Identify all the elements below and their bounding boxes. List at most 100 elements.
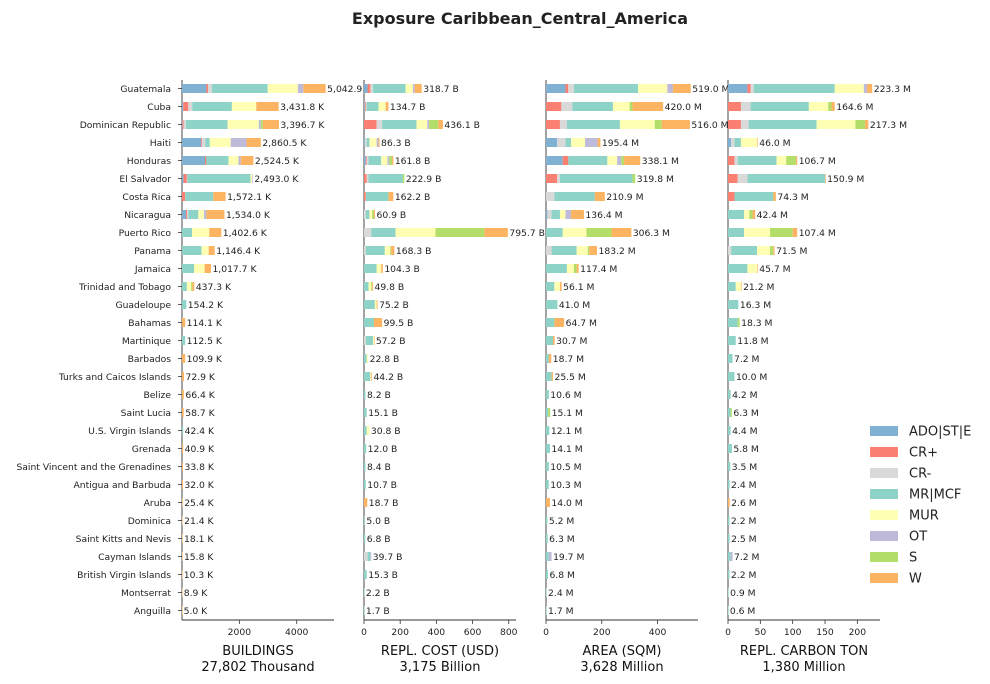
bar-segment bbox=[211, 84, 268, 93]
value-label: 7.2 M bbox=[734, 354, 760, 365]
value-label: 8.4 B bbox=[367, 462, 391, 473]
bar-segment bbox=[182, 552, 183, 561]
value-label: 56.1 M bbox=[563, 282, 594, 293]
value-label: 15.1 B bbox=[368, 408, 398, 419]
value-label: 164.6 M bbox=[836, 102, 873, 113]
value-label: 1,572.1 K bbox=[227, 192, 272, 203]
bar-segment bbox=[364, 480, 366, 489]
bar-segment bbox=[749, 210, 753, 219]
bar-segment bbox=[381, 156, 388, 165]
value-label: 2.2 M bbox=[731, 570, 757, 581]
bar-segment bbox=[728, 498, 730, 507]
bar-segment bbox=[546, 120, 560, 129]
bar-segment bbox=[182, 120, 183, 129]
bar-segment bbox=[546, 228, 563, 237]
value-label: 5.0 K bbox=[184, 606, 209, 617]
x-tick-label: 2000 bbox=[228, 627, 252, 638]
value-label: 15.1 M bbox=[552, 408, 583, 419]
value-label: 19.7 M bbox=[553, 552, 584, 563]
bar-segment bbox=[546, 246, 552, 255]
bar-segment bbox=[576, 246, 588, 255]
legend-swatch bbox=[870, 447, 898, 457]
bar-segment bbox=[188, 210, 199, 219]
bar-segment bbox=[370, 84, 374, 93]
value-label: 12.0 B bbox=[368, 444, 398, 455]
bar-segment bbox=[546, 606, 547, 615]
bar-segment bbox=[728, 570, 730, 579]
bar-segment bbox=[571, 210, 584, 219]
bar-segment bbox=[186, 210, 188, 219]
value-label: 3,396.7 K bbox=[280, 120, 325, 131]
bar-segment bbox=[364, 138, 367, 147]
bar-segment bbox=[256, 102, 279, 111]
category-label: Turks and Caicos Islands bbox=[58, 372, 171, 383]
bar-segment bbox=[188, 102, 193, 111]
bar-segment bbox=[855, 120, 866, 129]
value-label: 15.3 B bbox=[368, 570, 398, 581]
value-label: 222.9 B bbox=[406, 174, 442, 185]
x-tick-label: 400 bbox=[649, 627, 667, 638]
bar-segment bbox=[728, 84, 748, 93]
bar-segment bbox=[825, 174, 826, 183]
legend-swatch bbox=[870, 468, 898, 478]
value-label: 3.5 M bbox=[732, 462, 758, 473]
bar-segment bbox=[182, 588, 183, 597]
value-label: 57.2 B bbox=[376, 336, 406, 347]
bar-segment bbox=[429, 120, 439, 129]
bar-segment bbox=[368, 282, 372, 291]
bar-segment bbox=[546, 408, 549, 417]
bar-segment bbox=[364, 426, 367, 435]
panel-repl_cost: 318.7 B 134.7 B 436.1 B 86.3 B 161.8 B 222.9 … bbox=[361, 80, 545, 675]
bar-segment bbox=[365, 246, 385, 255]
bar-segment bbox=[728, 336, 736, 345]
category-label: Saint Vincent and the Grenadines bbox=[16, 462, 171, 473]
x-tick-label: 200 bbox=[391, 627, 409, 638]
bar-segment bbox=[364, 192, 366, 201]
bar-segment bbox=[621, 156, 625, 165]
bar-segment bbox=[366, 102, 379, 111]
value-label: 16.3 M bbox=[740, 300, 771, 311]
category-label: Dominican Republic bbox=[80, 120, 171, 131]
bar-segment bbox=[554, 192, 595, 201]
bar-segment bbox=[364, 390, 366, 399]
value-label: 60.9 B bbox=[377, 210, 407, 221]
bar-segment bbox=[182, 282, 187, 291]
bar-segment bbox=[213, 192, 226, 201]
bar-segment bbox=[182, 606, 183, 615]
bar-segment bbox=[182, 156, 205, 165]
bar-segment bbox=[389, 156, 393, 165]
bar-segment bbox=[619, 120, 655, 129]
bar-segment bbox=[371, 282, 373, 291]
value-label: 436.1 B bbox=[444, 120, 480, 131]
bar-segment bbox=[366, 138, 370, 147]
bar-segment bbox=[728, 264, 748, 273]
value-label: 106.7 M bbox=[799, 156, 836, 167]
bar-segment bbox=[565, 210, 572, 219]
value-label: 32.0 K bbox=[184, 480, 214, 491]
bar-segment bbox=[370, 552, 372, 561]
bar-segment bbox=[747, 174, 826, 183]
bar-segment bbox=[367, 552, 371, 561]
bar-segment bbox=[546, 318, 555, 327]
bar-segment bbox=[364, 282, 369, 291]
bar-segment bbox=[728, 318, 738, 327]
bar-segment bbox=[546, 300, 558, 309]
bar-segment bbox=[728, 606, 729, 615]
bar-segment bbox=[576, 264, 579, 273]
bar-segment bbox=[384, 246, 391, 255]
bar-segment bbox=[607, 156, 618, 165]
value-label: 18.7 B bbox=[369, 498, 399, 509]
value-label: 1,534.0 K bbox=[226, 210, 271, 221]
legend-label: ADO|ST|E bbox=[909, 425, 971, 440]
bar-segment bbox=[667, 84, 673, 93]
value-label: 18.3 M bbox=[741, 318, 772, 329]
bar-segment bbox=[740, 120, 749, 129]
category-label: Anguilla bbox=[134, 606, 171, 617]
bar-segment bbox=[551, 246, 577, 255]
bar-segment bbox=[373, 336, 374, 345]
bar-segment bbox=[731, 138, 735, 147]
value-label: 1,017.7 K bbox=[212, 264, 257, 275]
value-label: 18.1 K bbox=[184, 534, 214, 545]
x-tick-label: 0 bbox=[725, 627, 731, 638]
